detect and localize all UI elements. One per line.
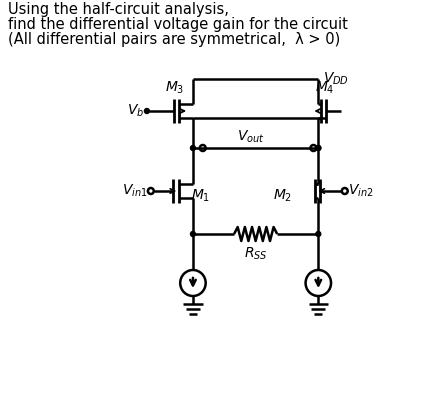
Text: find the differential voltage gain for the circuit: find the differential voltage gain for t… bbox=[8, 17, 347, 32]
Circle shape bbox=[190, 232, 195, 237]
Text: $V_{out}$: $V_{out}$ bbox=[237, 128, 264, 145]
Text: $R_{SS}$: $R_{SS}$ bbox=[243, 245, 267, 262]
Text: $M_2$: $M_2$ bbox=[272, 187, 291, 204]
Circle shape bbox=[144, 109, 149, 114]
Circle shape bbox=[315, 146, 320, 151]
Circle shape bbox=[190, 146, 195, 151]
Text: $M_3$: $M_3$ bbox=[164, 79, 184, 96]
Text: $V_{in2}$: $V_{in2}$ bbox=[347, 182, 372, 199]
Text: $V_b$: $V_b$ bbox=[126, 103, 144, 119]
Circle shape bbox=[315, 146, 320, 151]
Text: $M_1$: $M_1$ bbox=[191, 187, 210, 204]
Text: Using the half-circuit analysis,: Using the half-circuit analysis, bbox=[8, 2, 228, 17]
Text: (All differential pairs are symmetrical,  λ > 0): (All differential pairs are symmetrical,… bbox=[8, 32, 339, 47]
Circle shape bbox=[315, 232, 320, 237]
Text: $M_4$: $M_4$ bbox=[315, 79, 334, 96]
Text: $V_{in1}$: $V_{in1}$ bbox=[122, 182, 148, 199]
Text: $V_{DD}$: $V_{DD}$ bbox=[322, 71, 349, 87]
